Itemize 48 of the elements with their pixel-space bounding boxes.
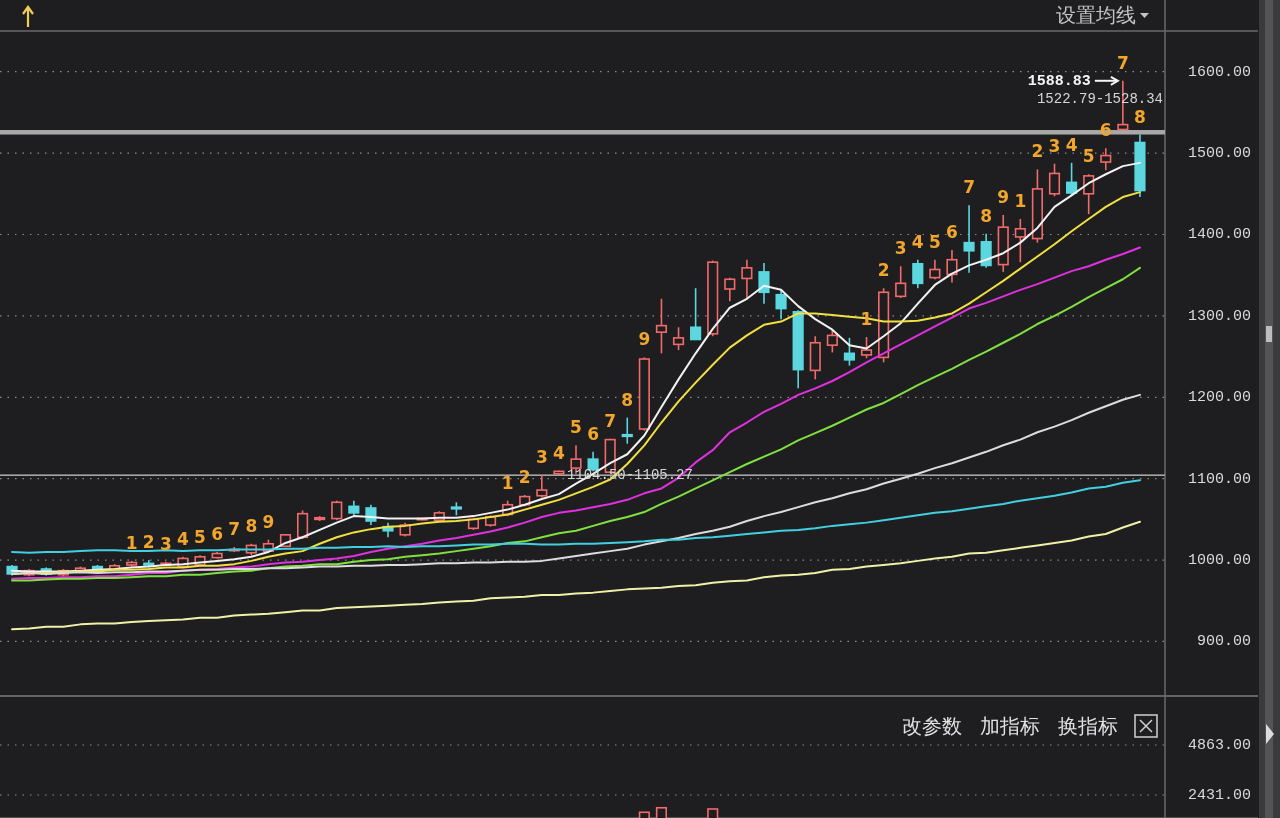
text: 8 xyxy=(1134,106,1146,127)
text: 8 xyxy=(980,205,993,226)
text: 2 xyxy=(877,260,890,281)
text: 2 xyxy=(142,532,155,553)
text: 7 xyxy=(1116,52,1129,73)
text: 6 xyxy=(587,423,600,444)
text: 6 xyxy=(211,523,224,544)
text: 3 xyxy=(159,533,172,554)
text: 1 xyxy=(1014,191,1027,212)
text: 5 xyxy=(928,231,941,252)
y-tick-label: 1400.00 xyxy=(1187,225,1251,243)
text: 9 xyxy=(262,511,275,532)
text: 7 xyxy=(963,177,975,198)
text: 4 xyxy=(1065,134,1078,155)
text: 3 xyxy=(894,238,907,259)
text: 9 xyxy=(638,329,651,350)
text: 7 xyxy=(604,410,617,431)
text: 6 xyxy=(946,221,958,242)
annotation: 改参数 xyxy=(902,714,962,738)
annotation: 加指标 xyxy=(980,714,1040,738)
text: 6 xyxy=(1099,120,1112,141)
y-tick-label: 4863.00 xyxy=(1187,736,1251,754)
annotation: 换指标 xyxy=(1058,714,1118,738)
text: 5 xyxy=(570,417,582,438)
annotation: 1588.83 xyxy=(1027,72,1091,90)
text: 7 xyxy=(228,519,241,540)
y-tick-label: 1000.00 xyxy=(1187,551,1251,569)
y-tick-label: 1100.00 xyxy=(1187,470,1251,488)
text: 8 xyxy=(245,515,258,536)
text: 5 xyxy=(194,527,206,548)
y-tick-label: 1200.00 xyxy=(1187,388,1251,406)
text: 8 xyxy=(621,389,634,410)
y-tick-label: 1600.00 xyxy=(1187,63,1251,81)
text: 3 xyxy=(535,447,548,468)
text: 设置均线 xyxy=(1056,3,1136,27)
text: 5 xyxy=(1082,146,1095,167)
y-tick-label: 2431.00 xyxy=(1187,786,1251,804)
text: 4 xyxy=(911,231,924,252)
y-tick-label: 900.00 xyxy=(1196,632,1251,650)
text: 9 xyxy=(997,186,1010,207)
text: 1 xyxy=(501,472,514,493)
text: 1 xyxy=(125,532,138,553)
text: 3 xyxy=(1048,135,1061,156)
y-tick-label: 1300.00 xyxy=(1187,307,1251,325)
text: 2 xyxy=(1031,141,1044,162)
text: 4 xyxy=(177,528,189,549)
y-tick-label: 1500.00 xyxy=(1187,144,1251,162)
text: 4 xyxy=(552,442,565,463)
